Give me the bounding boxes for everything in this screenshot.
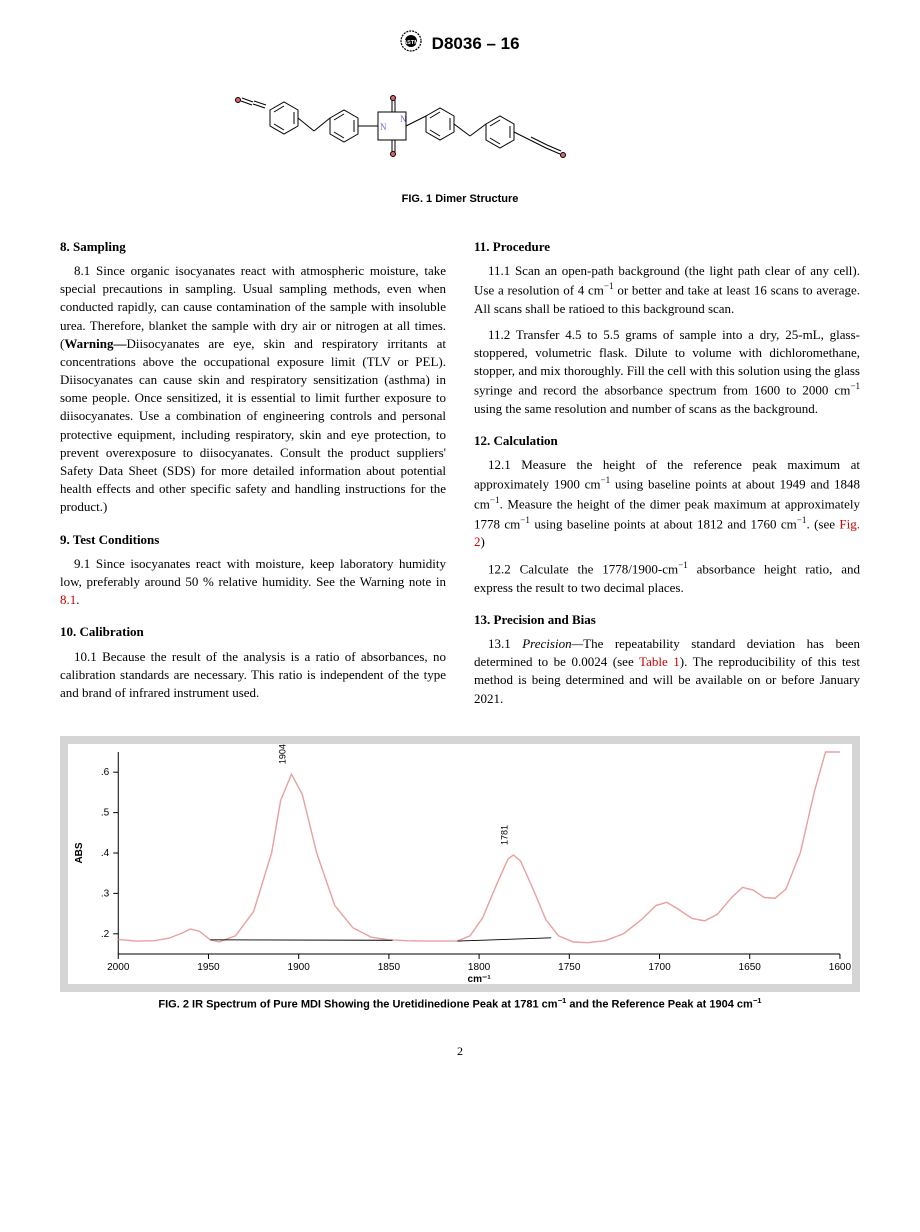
para-9-1: 9.1 Since isocyanates react with moistur…: [60, 555, 446, 610]
body-columns: 8. Sampling 8.1 Since organic isocyanate…: [60, 224, 860, 716]
section-8-heading: 8. Sampling: [60, 238, 446, 256]
svg-text:ABS: ABS: [74, 842, 85, 863]
para-10-1: 10.1 Because the result of the analysis …: [60, 648, 446, 703]
standard-code: D8036 – 16: [432, 32, 520, 56]
section-12-heading: 12. Calculation: [474, 432, 860, 450]
para-12-2: 12.2 Calculate the 1778/1900-cm−1 absorb…: [474, 559, 860, 597]
figure-2-chart-container: .2 .3 .4 .5 .6 2000 1950 1900 1850 1800 1750 1700 16…: [60, 736, 860, 992]
svg-text:ASTM: ASTM: [404, 40, 420, 46]
superscript: −1: [678, 560, 688, 570]
cross-reference-link[interactable]: Table 1: [639, 654, 680, 669]
para-8-1: 8.1 Since organic isocyanates react with…: [60, 262, 446, 517]
cross-reference-link[interactable]: 8.1: [60, 592, 76, 607]
right-column: 11. Procedure 11.1 Scan an open-path bac…: [474, 224, 860, 716]
superscript: −1: [850, 381, 860, 391]
para-13-1: 13.1 Precision—The repeatability standar…: [474, 635, 860, 708]
section-13-heading: 13. Precision and Bias: [474, 611, 860, 629]
superscript: −1: [520, 515, 530, 525]
para-italic: Precision—: [522, 636, 583, 651]
para-text: Calculate the 1778/1900-cm: [520, 562, 679, 577]
svg-text:1600: 1600: [829, 962, 852, 973]
para-num: 9.1: [74, 556, 90, 571]
left-column: 8. Sampling 8.1 Since organic isocyanate…: [60, 224, 446, 716]
figure-2-caption: FIG. 2 IR Spectrum of Pure MDI Showing t…: [60, 996, 860, 1013]
document-header: ASTM D8036 – 16: [60, 30, 860, 57]
para-11-2: 11.2 Transfer 4.5 to 5.5 grams of sample…: [474, 326, 860, 418]
svg-text:cm⁻¹: cm⁻¹: [468, 974, 492, 984]
svg-text:.6: .6: [101, 767, 110, 778]
para-11-1: 11.1 Scan an open-path background (the l…: [474, 262, 860, 318]
para-12-1: 12.1 Measure the height of the reference…: [474, 456, 860, 551]
para-text: using the same resolution and number of …: [474, 401, 818, 416]
para-text: Transfer 4.5 to 5.5 grams of sample into…: [474, 327, 860, 398]
svg-text:1800: 1800: [468, 962, 491, 973]
para-num: 13.1: [488, 636, 511, 651]
superscript: −1: [601, 475, 611, 485]
page-number: 2: [60, 1043, 860, 1060]
para-num: 10.1: [74, 649, 97, 664]
section-10-heading: 10. Calibration: [60, 623, 446, 641]
svg-text:N: N: [400, 114, 407, 124]
svg-text:.4: .4: [101, 848, 110, 859]
para-text: Since isocyanates react with moisture, k…: [60, 556, 446, 589]
figure-2-chart: .2 .3 .4 .5 .6 2000 1950 1900 1850 1800 1750 1700 16…: [68, 744, 852, 984]
svg-text:1850: 1850: [378, 962, 401, 973]
para-text: . (see: [806, 516, 839, 531]
svg-text:1650: 1650: [739, 962, 762, 973]
para-text: using baseline points at about 1812 and …: [530, 516, 797, 531]
figure-1-caption: FIG. 1 Dimer Structure: [60, 192, 860, 207]
svg-text:1900: 1900: [288, 962, 311, 973]
svg-text:.5: .5: [101, 807, 110, 818]
caption-text: FIG. 2 IR Spectrum of Pure MDI Showing t…: [158, 999, 557, 1011]
svg-text:1950: 1950: [197, 962, 220, 973]
caption-text: and the Reference Peak at 1904 cm: [566, 999, 752, 1011]
svg-text:.3: .3: [101, 888, 110, 899]
figure-1-structure: N N: [60, 72, 860, 187]
section-9-heading: 9. Test Conditions: [60, 531, 446, 549]
astm-logo-icon: ASTM: [400, 30, 422, 57]
svg-text:N: N: [380, 122, 387, 132]
svg-text:1904: 1904: [277, 744, 287, 764]
para-num: 11.1: [488, 263, 510, 278]
warning-label: Warning—: [64, 336, 126, 351]
para-num: 8.1: [74, 263, 90, 278]
superscript: −1: [604, 281, 614, 291]
para-num: 12.2: [488, 562, 511, 577]
svg-text:1700: 1700: [648, 962, 671, 973]
svg-text:.2: .2: [101, 929, 110, 940]
section-11-heading: 11. Procedure: [474, 238, 860, 256]
para-text: Because the result of the analysis is a …: [60, 649, 446, 700]
molecule-diagram-icon: N N: [220, 72, 700, 182]
superscript: −1: [490, 495, 500, 505]
para-text: ): [481, 534, 485, 549]
svg-text:1750: 1750: [558, 962, 581, 973]
svg-text:2000: 2000: [107, 962, 130, 973]
superscript: −1: [558, 996, 567, 1005]
para-num: 11.2: [488, 327, 510, 342]
para-num: 12.1: [488, 457, 511, 472]
para-text: .: [76, 592, 79, 607]
svg-text:1781: 1781: [499, 825, 509, 845]
superscript: −1: [753, 996, 762, 1005]
para-text: Diisocyanates are eye, skin and respirat…: [60, 336, 446, 515]
